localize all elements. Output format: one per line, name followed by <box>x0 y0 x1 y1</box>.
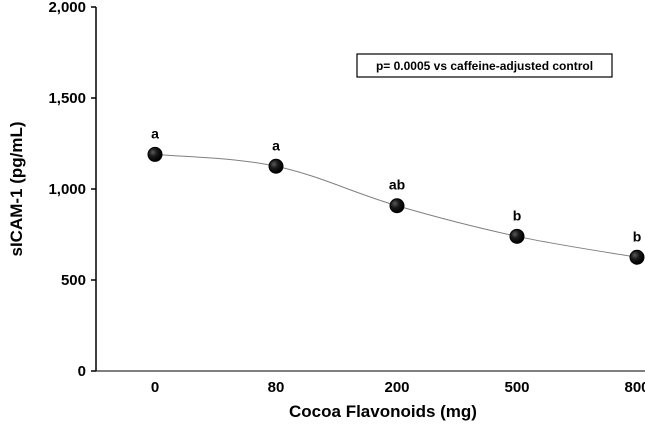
x-tick-label: 500 <box>504 379 529 396</box>
annotation-box: p= 0.0005 vs caffeine-adjusted control <box>356 53 613 78</box>
y-tick-label: 0 <box>78 363 86 380</box>
x-tick-label: 200 <box>384 379 409 396</box>
data-point <box>509 228 525 244</box>
significance-label: a <box>151 125 159 141</box>
x-tick-label: 800 <box>624 379 645 396</box>
y-tick-label: 1,000 <box>48 181 86 198</box>
y-axis-title: sICAM-1 (pg/mL) <box>7 121 26 256</box>
data-point <box>629 249 645 265</box>
data-point <box>147 146 163 162</box>
x-tick-label: 0 <box>151 379 159 396</box>
significance-label: a <box>272 137 280 153</box>
series: a a ab b b <box>147 125 645 265</box>
x-tick-label: 80 <box>268 379 285 396</box>
x-ticks: 0 80 200 500 800 <box>151 379 645 396</box>
significance-label: b <box>513 207 522 223</box>
annotation-frame <box>356 53 613 78</box>
x-axis-title: Cocoa Flavonoids (mg) <box>289 402 477 421</box>
y-tick-label: 500 <box>61 272 86 289</box>
y-tick-label: 2,000 <box>48 0 86 16</box>
y-tick-label: 1,500 <box>48 90 86 107</box>
significance-label: b <box>633 228 642 244</box>
data-point <box>268 158 284 174</box>
significance-label: ab <box>389 177 405 193</box>
annotation-text: p= 0.0005 vs caffeine-adjusted control <box>376 59 593 73</box>
y-ticks: 0 500 1,000 1,500 2,000 <box>48 0 96 380</box>
data-point <box>389 198 405 214</box>
